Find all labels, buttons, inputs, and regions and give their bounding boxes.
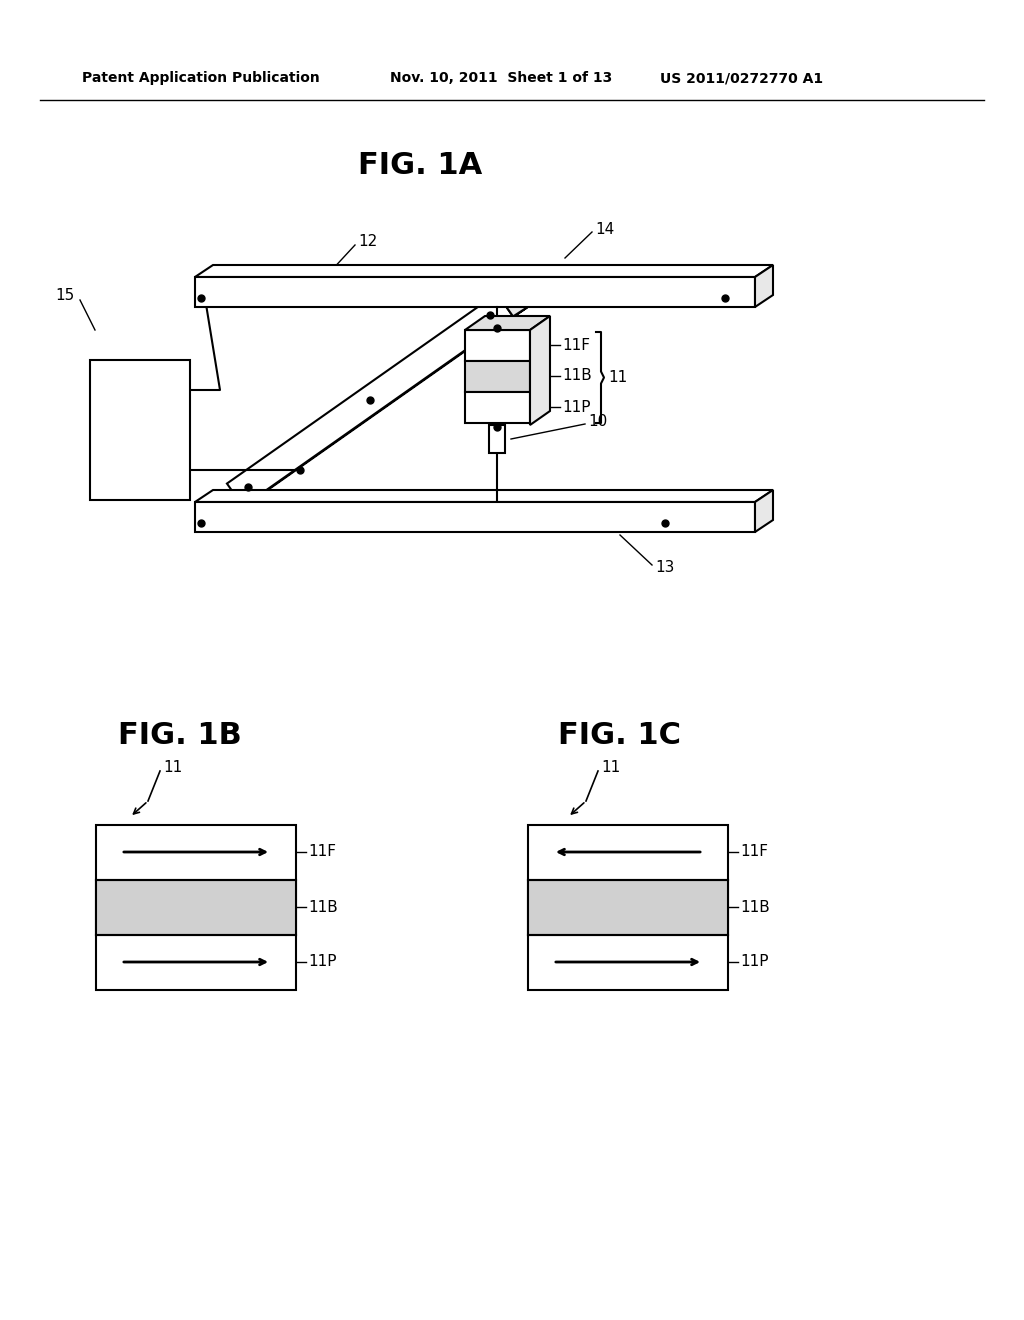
Text: 11B: 11B — [308, 899, 338, 915]
Polygon shape — [755, 265, 773, 308]
Text: 11F: 11F — [562, 338, 590, 352]
Polygon shape — [227, 293, 513, 507]
Polygon shape — [195, 265, 773, 277]
Text: 15: 15 — [55, 288, 75, 302]
Polygon shape — [465, 392, 530, 422]
Polygon shape — [195, 277, 755, 308]
Polygon shape — [465, 315, 550, 330]
Text: US 2011/0272770 A1: US 2011/0272770 A1 — [660, 71, 823, 84]
Text: 13: 13 — [655, 561, 675, 576]
Text: 11F: 11F — [740, 845, 768, 859]
Polygon shape — [465, 330, 530, 360]
Polygon shape — [195, 502, 755, 532]
Bar — [528, 880, 728, 935]
Text: 11F: 11F — [308, 845, 336, 859]
Polygon shape — [497, 285, 527, 317]
Polygon shape — [243, 308, 527, 507]
Text: FIG. 1A: FIG. 1A — [357, 150, 482, 180]
Polygon shape — [530, 315, 550, 425]
Text: FIG. 1C: FIG. 1C — [558, 721, 682, 750]
Text: 12: 12 — [358, 235, 377, 249]
Bar — [528, 825, 728, 990]
Bar — [90, 360, 190, 500]
Text: 11B: 11B — [562, 368, 592, 384]
Bar — [96, 880, 296, 935]
Polygon shape — [465, 360, 530, 392]
Text: 11: 11 — [163, 760, 182, 776]
Text: 11: 11 — [608, 370, 628, 385]
Text: 11: 11 — [601, 760, 621, 776]
Text: 10: 10 — [588, 413, 607, 429]
Text: Patent Application Publication: Patent Application Publication — [82, 71, 319, 84]
Text: Nov. 10, 2011  Sheet 1 of 13: Nov. 10, 2011 Sheet 1 of 13 — [390, 71, 612, 84]
Polygon shape — [489, 425, 505, 453]
Bar — [96, 825, 296, 990]
Text: 11P: 11P — [308, 954, 337, 969]
Text: 11B: 11B — [740, 899, 770, 915]
Text: FIG. 1B: FIG. 1B — [118, 721, 242, 750]
Polygon shape — [195, 490, 773, 502]
Text: 11P: 11P — [740, 954, 768, 969]
Text: 14: 14 — [595, 222, 614, 236]
Text: 11P: 11P — [562, 400, 591, 414]
Polygon shape — [755, 490, 773, 532]
